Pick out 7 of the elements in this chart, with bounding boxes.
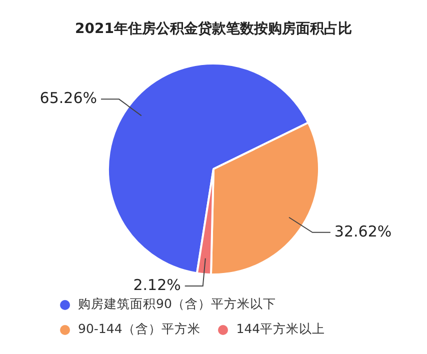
chart-title: 2021年住房公积金贷款笔数按购房面积占比 — [74, 20, 353, 38]
legend-label: 144平方米以上 — [236, 321, 326, 338]
data-label: 65.26% — [40, 89, 98, 108]
legend-label: 90-144（含）平方米 — [78, 321, 200, 338]
data-label: 2.12% — [133, 276, 181, 294]
legend-label: 购房建筑面积90（含）平方米以下 — [78, 296, 276, 313]
data-label: 32.62% — [334, 222, 392, 240]
